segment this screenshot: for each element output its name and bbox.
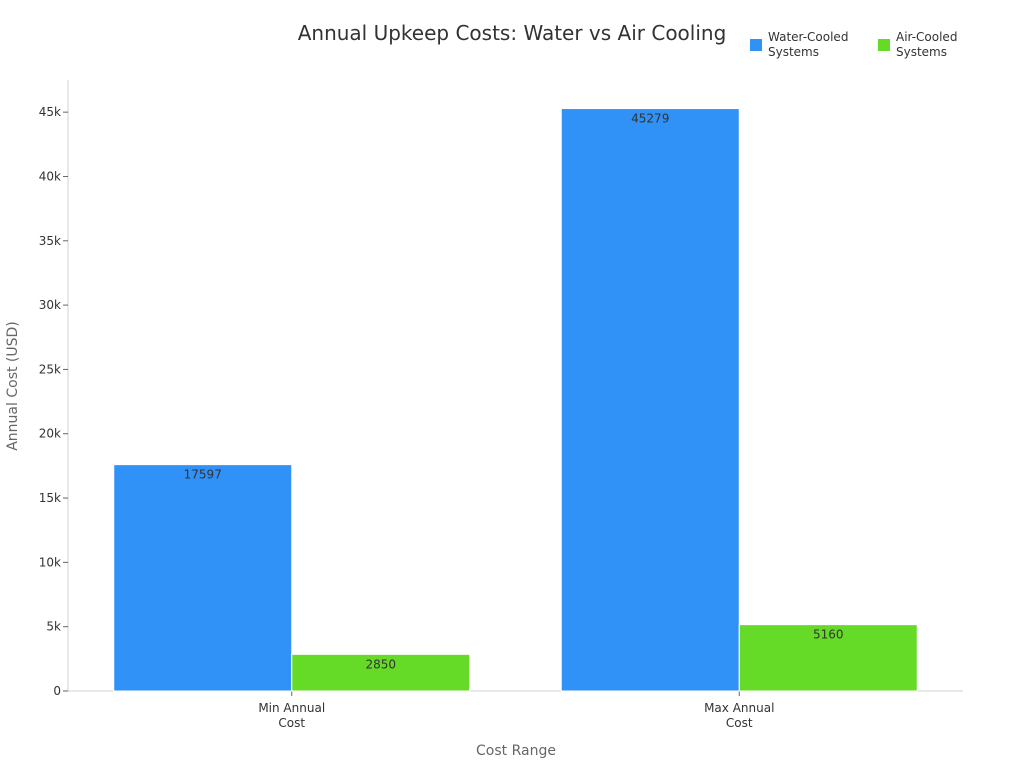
bar [291,653,471,692]
legend-item-air-cooled[interactable]: Air-Cooled Systems [878,30,988,60]
legend: Water-Cooled Systems Air-Cooled Systems [750,30,988,60]
x-tick-label-line: Cost [278,716,305,730]
legend-label-air-cooled: Air-Cooled Systems [896,30,958,59]
x-tick-label-line: Cost [726,716,753,730]
bar [738,624,918,692]
data-label: 5160 [813,628,844,642]
legend-swatch-air-cooled [878,39,890,51]
x-tick-label-line: Max Annual [704,701,774,715]
data-label: 45279 [631,112,669,126]
x-tick-label-line: Min Annual [258,701,325,715]
y-tick-label: 45k [39,105,61,119]
legend-label-water-cooled: Water-Cooled Systems [768,30,849,59]
y-tick-label: 30k [39,298,61,312]
bar [113,464,293,692]
bar [560,108,740,692]
chart-title: Annual Upkeep Costs: Water vs Air Coolin… [298,21,727,45]
legend-item-water-cooled[interactable]: Water-Cooled Systems [750,30,860,60]
y-tick-label: 5k [46,620,61,634]
y-tick-label: 25k [39,362,61,376]
y-tick-label: 20k [39,427,61,441]
y-tick-label: 10k [39,555,61,569]
data-label: 2850 [365,657,396,671]
y-tick-label: 35k [39,234,61,248]
bars-group: 17597 2850 45279 5160 [113,108,918,692]
y-axis-label: Annual Cost (USD) [5,321,21,451]
x-tick-label: Max Annual Cost [704,701,774,730]
y-tick-label: 40k [39,169,61,183]
x-tick-label: Min Annual Cost [258,701,325,730]
legend-swatch-water-cooled [750,39,762,51]
data-label: 17597 [184,468,222,482]
x-axis-label: Cost Range [476,743,556,759]
y-tick-label: 0 [53,684,61,698]
y-tick-label: 15k [39,491,61,505]
